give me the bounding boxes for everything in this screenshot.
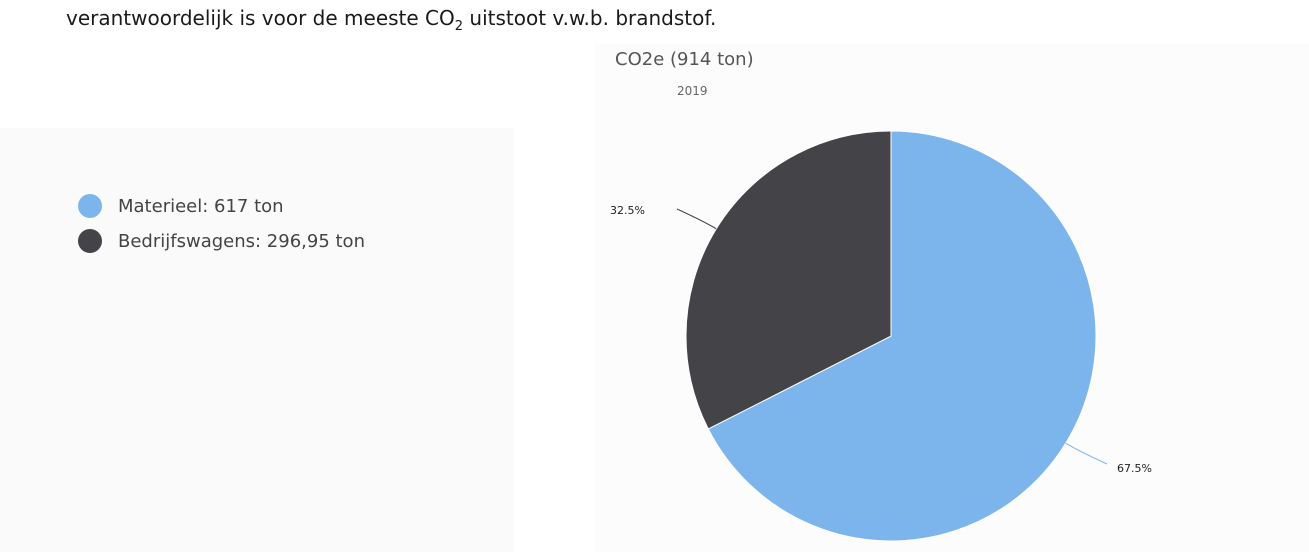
legend-marker-bedrijfswagens xyxy=(78,229,102,253)
document-text-start: verantwoordelijk is voor de meeste CO xyxy=(66,6,455,30)
legend-panel: Materieel: 617 ton Bedrijfswagens: 296,9… xyxy=(0,128,514,552)
legend-item-bedrijfswagens[interactable]: Bedrijfswagens: 296,95 ton xyxy=(78,229,365,253)
co2-subscript: 2 xyxy=(454,19,464,34)
legend-item-materieel[interactable]: Materieel: 617 ton xyxy=(78,194,284,218)
connector-line-materieel xyxy=(1065,442,1108,465)
chart-panel: CO2e (914 ton) 2019 67.5% 32.5% xyxy=(595,44,1309,552)
legend-label-bedrijfswagens: Bedrijfswagens: 296,95 ton xyxy=(118,230,365,252)
chart-title: CO2e (914 ton) xyxy=(615,49,754,70)
pie-chart: 67.5% 32.5% xyxy=(610,130,1152,542)
document-text-line: verantwoordelijk is voor de meeste CO2 u… xyxy=(66,6,716,34)
document-text-end: uitstoot v.w.b. brandstof. xyxy=(463,6,717,30)
data-label-materieel: 67.5% xyxy=(1117,462,1152,475)
legend-label-materieel: Materieel: 617 ton xyxy=(118,195,284,217)
chart-subtitle: 2019 xyxy=(677,84,708,98)
data-label-bedrijfswagens: 32.5% xyxy=(610,204,645,217)
connector-line-bedrijfswagens xyxy=(676,208,717,230)
legend-marker-materieel xyxy=(78,194,102,218)
pie-slice-materieel[interactable] xyxy=(707,130,1097,542)
